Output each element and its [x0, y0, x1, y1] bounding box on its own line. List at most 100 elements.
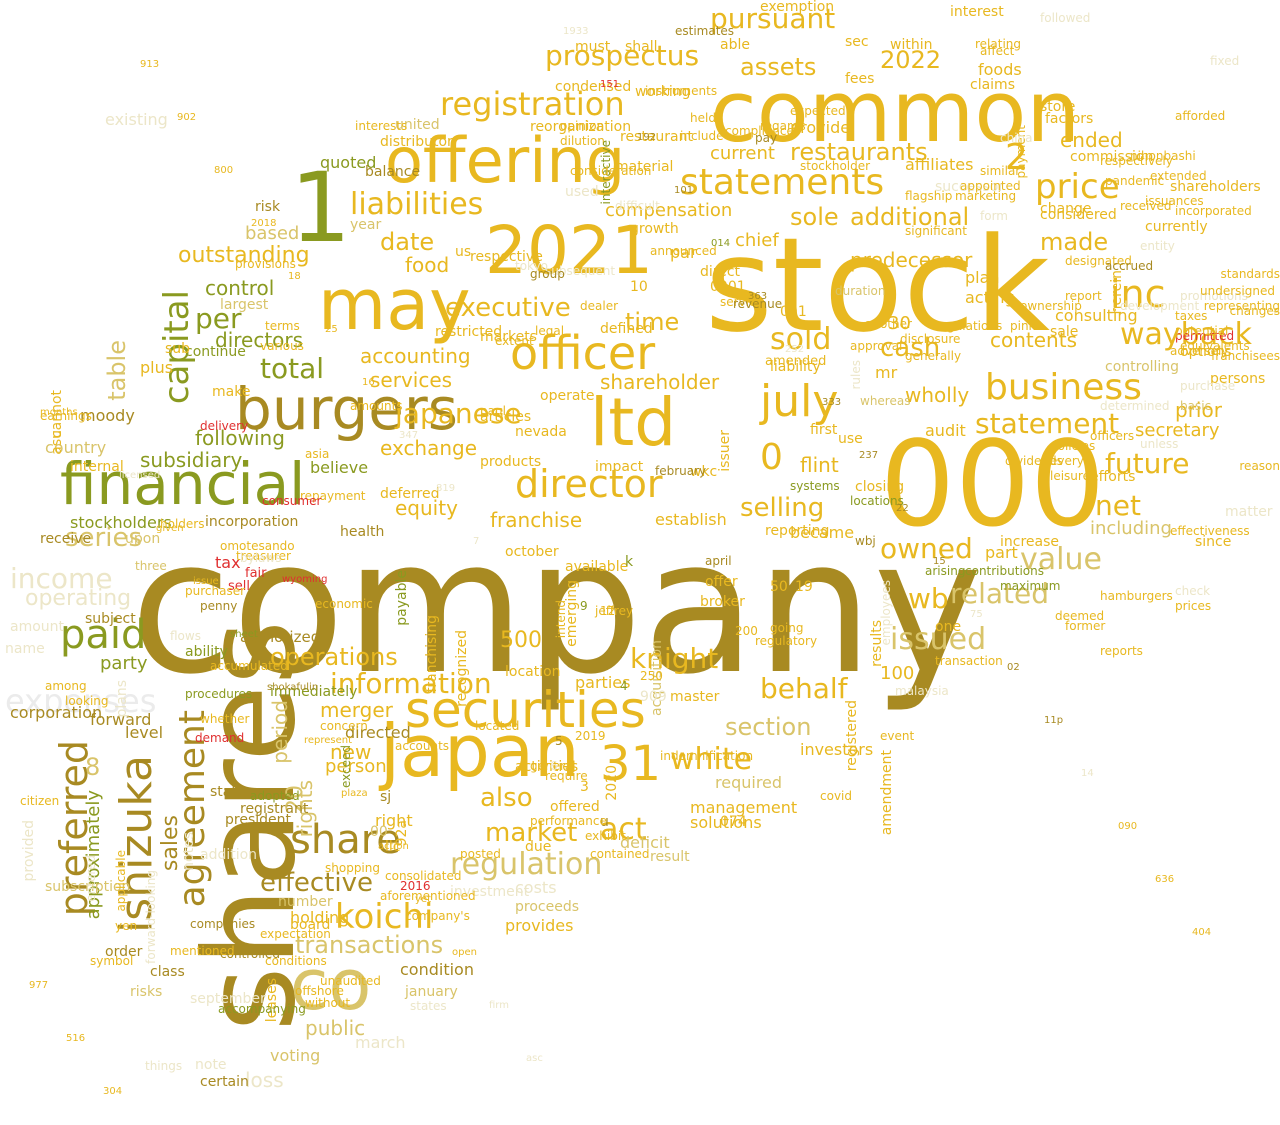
cloud-word: rules: [849, 360, 863, 390]
cloud-word: former: [1065, 619, 1106, 633]
cloud-word: state: [210, 784, 246, 800]
cloud-word: proceeds: [515, 899, 580, 915]
cloud-word: related: [950, 577, 1050, 610]
cloud-word: operating: [25, 586, 132, 611]
cloud-word: 200: [735, 624, 758, 638]
cloud-word: reorganization: [530, 119, 632, 135]
cloud-word: incorporation: [205, 514, 299, 530]
cloud-word: president: [225, 812, 291, 828]
cloud-word: wb: [908, 582, 949, 615]
cloud-word: shokafulin: [267, 682, 319, 693]
cloud-word: wholly: [905, 383, 970, 407]
cloud-word: direct: [700, 264, 741, 280]
cloud-word: market: [485, 818, 578, 848]
cloud-word: 14: [1081, 768, 1094, 779]
cloud-word: authorized: [240, 628, 321, 646]
cloud-word: equity: [395, 496, 458, 520]
cloud-word: order: [105, 944, 143, 960]
cloud-word: business: [985, 367, 1142, 408]
cloud-word: states: [410, 999, 447, 1013]
cloud-word: given: [156, 523, 184, 534]
cloud-word: designated: [1065, 254, 1132, 268]
cloud-word: value: [1020, 542, 1102, 577]
cloud-word: expected: [790, 104, 846, 118]
cloud-word: first: [810, 422, 838, 438]
cloud-word: right: [375, 811, 413, 830]
cloud-word: prices: [1175, 599, 1212, 613]
cloud-word: became: [790, 523, 855, 542]
cloud-word: inc: [1110, 272, 1166, 316]
cloud-word: 31: [600, 736, 662, 792]
cloud-word: accounts: [395, 739, 450, 753]
cloud-word: wkc: [690, 464, 718, 480]
cloud-word: table: [103, 340, 131, 401]
cloud-word: financial: [60, 450, 306, 518]
cloud-word: 5: [555, 734, 563, 748]
cloud-word: effective: [260, 868, 374, 898]
cloud-word: llc: [385, 839, 401, 855]
cloud-word: master: [670, 689, 720, 705]
cloud-word: 000: [880, 415, 1106, 553]
cloud-word: ownership: [1020, 299, 1082, 313]
cloud-word: 304: [103, 1086, 123, 1097]
cloud-word: deferred: [380, 486, 440, 502]
cloud-word: stockholders: [70, 513, 172, 532]
cloud-word: issuer: [717, 430, 733, 472]
cloud-word: currently: [1145, 219, 1208, 235]
cloud-word: significant: [905, 224, 967, 238]
cloud-word: believe: [310, 458, 369, 477]
cloud-word: taxes: [1175, 309, 1208, 323]
cloud-word: exceed: [339, 745, 353, 789]
cloud-word: conditions: [265, 954, 327, 968]
cloud-word: citizen: [20, 794, 60, 808]
cloud-word: subsequent: [545, 264, 616, 278]
cloud-word: wbj: [855, 534, 876, 548]
cloud-word: white: [670, 742, 753, 777]
cloud-word: parties: [575, 673, 631, 692]
cloud-word: accounting: [360, 344, 471, 368]
cloud-word: dilution: [560, 134, 605, 148]
cloud-word: restaurants: [790, 138, 928, 166]
cloud-word: jeffrey: [595, 604, 634, 618]
cloud-word: 091: [780, 304, 807, 320]
cloud-word: change: [1040, 201, 1092, 217]
cloud-word: adopted: [250, 789, 300, 803]
cloud-word: consideration: [570, 164, 652, 178]
cloud-word: markets: [480, 329, 537, 345]
cloud-word: regulation: [450, 847, 603, 882]
cloud-word: october: [505, 544, 559, 560]
cloud-word: director: [515, 462, 663, 506]
cloud-word: wyoming: [282, 574, 328, 585]
cloud-word: controlling: [1105, 359, 1180, 375]
cloud-word: aforementioned: [380, 889, 476, 903]
cloud-word: 7: [473, 536, 480, 547]
cloud-word: shareholder: [600, 370, 720, 394]
cloud-word: various: [260, 339, 304, 353]
cloud-word: covid: [820, 789, 852, 803]
cloud-word: food: [405, 253, 450, 277]
cloud-word: 1: [290, 152, 352, 264]
cloud-word: amended: [765, 354, 827, 369]
cloud-word: acting: [965, 288, 1015, 307]
cloud-word: consulting: [1055, 306, 1138, 325]
cloud-word: flagship: [905, 189, 953, 203]
cloud-word: balance: [365, 164, 421, 180]
cloud-word: hamburgers: [1100, 589, 1173, 603]
cloud-word: contents: [990, 328, 1077, 352]
cloud-word: looking: [65, 694, 109, 708]
cloud-word: 2022: [880, 46, 942, 74]
cloud-word: economic: [315, 597, 373, 611]
cloud-word: fair: [245, 566, 267, 581]
cloud-word: since: [1195, 534, 1232, 550]
cloud-word: announced: [650, 244, 717, 258]
cloud-word: upon: [125, 531, 161, 547]
cloud-word: yet: [415, 894, 431, 905]
cloud-word: 192: [637, 132, 657, 143]
cloud-word: similar: [980, 164, 1021, 178]
cloud-word: selling: [740, 493, 825, 523]
cloud-word: establish: [655, 510, 727, 529]
cloud-word: general: [530, 759, 576, 773]
cloud-word: regulatory: [755, 634, 818, 648]
cloud-word: 12: [600, 604, 616, 618]
cloud-word: 00: [370, 824, 388, 840]
